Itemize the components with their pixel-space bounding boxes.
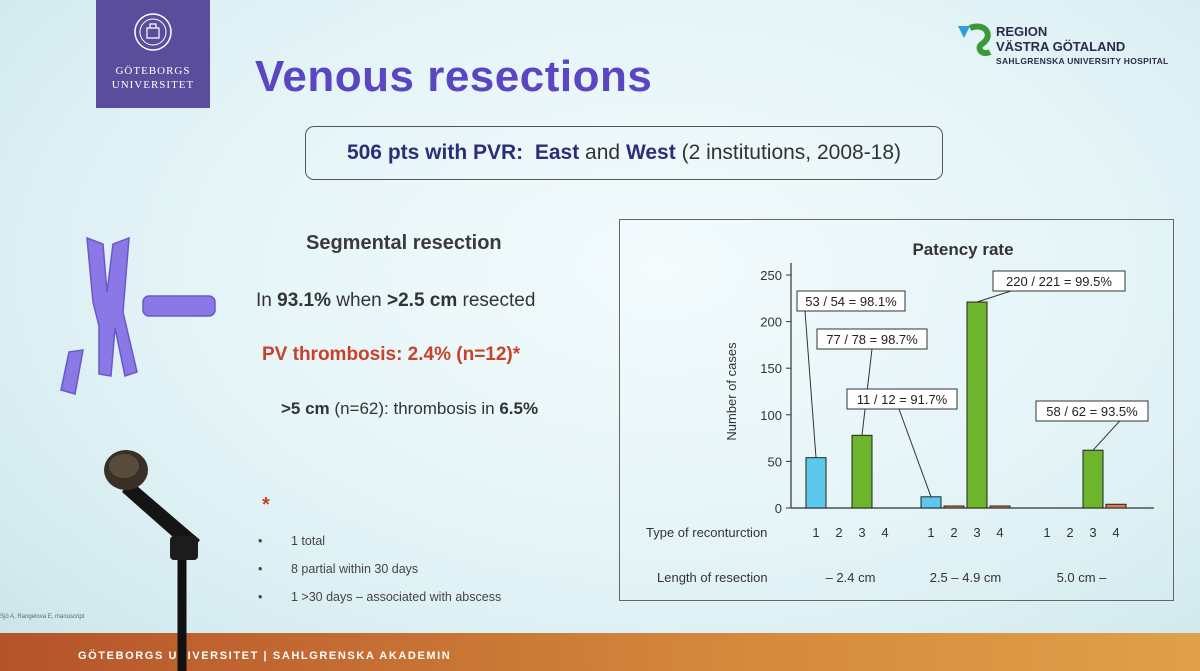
university-name-line1: GÖTEBORGS bbox=[115, 65, 191, 77]
bar bbox=[943, 505, 965, 509]
and-label: and bbox=[585, 141, 621, 164]
annotation-leader bbox=[898, 408, 932, 497]
line1-post: resected bbox=[462, 290, 536, 311]
type-tick-label: 1 bbox=[927, 525, 934, 540]
university-logo: GÖTEBORGS UNIVERSITET bbox=[96, 0, 210, 108]
annotation-label: 11 / 12 = 91.7% bbox=[857, 392, 948, 407]
region-line2: VÄSTRA GÖTALAND bbox=[996, 39, 1126, 54]
line3-length: >5 cm bbox=[281, 399, 330, 418]
west-label: West bbox=[625, 141, 676, 164]
length-tick-label: 2.5 – 4.9 cm bbox=[930, 570, 1002, 585]
citation: Sjö A, Rangelova E, manuscript bbox=[0, 614, 85, 620]
microphone-image bbox=[104, 450, 200, 671]
annotation-label: 58 / 62 = 93.5% bbox=[1046, 404, 1138, 419]
bar bbox=[989, 505, 1011, 509]
length-tick-label: – 2.4 cm bbox=[826, 570, 876, 585]
chart-title: Patency rate bbox=[912, 240, 1013, 259]
type-tick-label: 2 bbox=[1066, 525, 1073, 540]
summary-box: 506 pts with PVR: East and West (2 insti… bbox=[305, 126, 943, 180]
y-tick-label: 100 bbox=[760, 408, 782, 423]
bar bbox=[966, 301, 988, 509]
thrombosis-line: PV thrombosis: 2.4% (n=12)* bbox=[262, 344, 521, 365]
footer-bar bbox=[0, 633, 1200, 671]
region-line1: REGION bbox=[996, 24, 1048, 39]
slide-title: Venous resections bbox=[255, 52, 653, 101]
annotation-box bbox=[846, 388, 958, 410]
bar bbox=[920, 496, 942, 509]
region-mark-icon bbox=[958, 23, 992, 56]
annotation-leader bbox=[804, 310, 817, 458]
patient-count: 506 bbox=[346, 141, 382, 164]
footer-text: GÖTEBORGS UNIVERSITET | SAHLGRENSKA AKAD… bbox=[78, 650, 452, 662]
y-tick-label: 50 bbox=[768, 454, 782, 469]
type-tick-label: 3 bbox=[1089, 525, 1096, 540]
long-resection-line: >5 cm (n=62): thrombosis in 6.5% bbox=[281, 399, 538, 419]
line1-percent: 93.1% bbox=[277, 290, 332, 311]
type-tick-label: 4 bbox=[996, 525, 1003, 540]
line1-mid: when bbox=[336, 290, 382, 311]
line3-mid: (n=62): thrombosis in bbox=[334, 399, 495, 418]
summary-text: pts with PVR: bbox=[387, 141, 524, 164]
segmental-heading: Segmental resection bbox=[306, 232, 502, 254]
patency-chart: Patency rate Number of cases 0 50 100 150 200 2… bbox=[646, 240, 1154, 585]
crest-icon bbox=[134, 13, 172, 51]
annotation-leader bbox=[976, 290, 1012, 303]
y-tick-label: 0 bbox=[775, 501, 782, 516]
resection-result-line: In 93.1% when >2.5 cm resected bbox=[256, 290, 535, 312]
vein-resection-illustration bbox=[60, 236, 216, 395]
chart-frame bbox=[619, 219, 1174, 601]
footnote-mark: * bbox=[262, 494, 270, 516]
east-label: East bbox=[534, 141, 580, 164]
length-tick-label: 5.0 cm – bbox=[1057, 570, 1108, 585]
annotation-box bbox=[796, 290, 906, 312]
annotation-box bbox=[816, 328, 928, 350]
type-row-label: Type of reconturction bbox=[646, 525, 767, 540]
university-name-line2: UNIVERSITET bbox=[111, 79, 195, 91]
type-tick-label: 1 bbox=[812, 525, 819, 540]
line1-length: >2.5 cm bbox=[387, 290, 458, 311]
y-tick-label: 200 bbox=[760, 315, 782, 330]
type-tick-label: 3 bbox=[858, 525, 865, 540]
type-tick-label: 4 bbox=[881, 525, 888, 540]
y-tick-label: 250 bbox=[760, 268, 782, 283]
bar bbox=[1082, 449, 1104, 509]
y-axis-label: Number of cases bbox=[724, 342, 739, 441]
type-tick-label: 2 bbox=[835, 525, 842, 540]
institution-detail: (2 institutions, 2008-18) bbox=[681, 141, 902, 164]
type-tick-label: 1 bbox=[1043, 525, 1050, 540]
region-line3: SAHLGRENSKA UNIVERSITY HOSPITAL bbox=[996, 56, 1169, 66]
bar bbox=[1105, 503, 1127, 509]
annotation-label: 53 / 54 = 98.1% bbox=[805, 294, 897, 309]
bar bbox=[851, 434, 873, 509]
line1-pre: In bbox=[256, 290, 272, 311]
y-tick-label: 150 bbox=[760, 361, 782, 376]
annotation-box bbox=[992, 270, 1126, 292]
type-tick-label: 2 bbox=[950, 525, 957, 540]
annotation-label: 77 / 78 = 98.7% bbox=[826, 332, 918, 347]
length-row-label: Length of resection bbox=[657, 570, 768, 585]
line3-percent: 6.5% bbox=[499, 399, 539, 418]
bar bbox=[805, 457, 827, 509]
type-tick-label: 4 bbox=[1112, 525, 1119, 540]
annotation-label: 220 / 221 = 99.5% bbox=[1006, 274, 1112, 289]
annotation-box bbox=[1035, 400, 1149, 422]
region-logo: REGION VÄSTRA GÖTALAND SAHLGRENSKA UNIVE… bbox=[956, 22, 1186, 72]
type-tick-label: 3 bbox=[973, 525, 980, 540]
